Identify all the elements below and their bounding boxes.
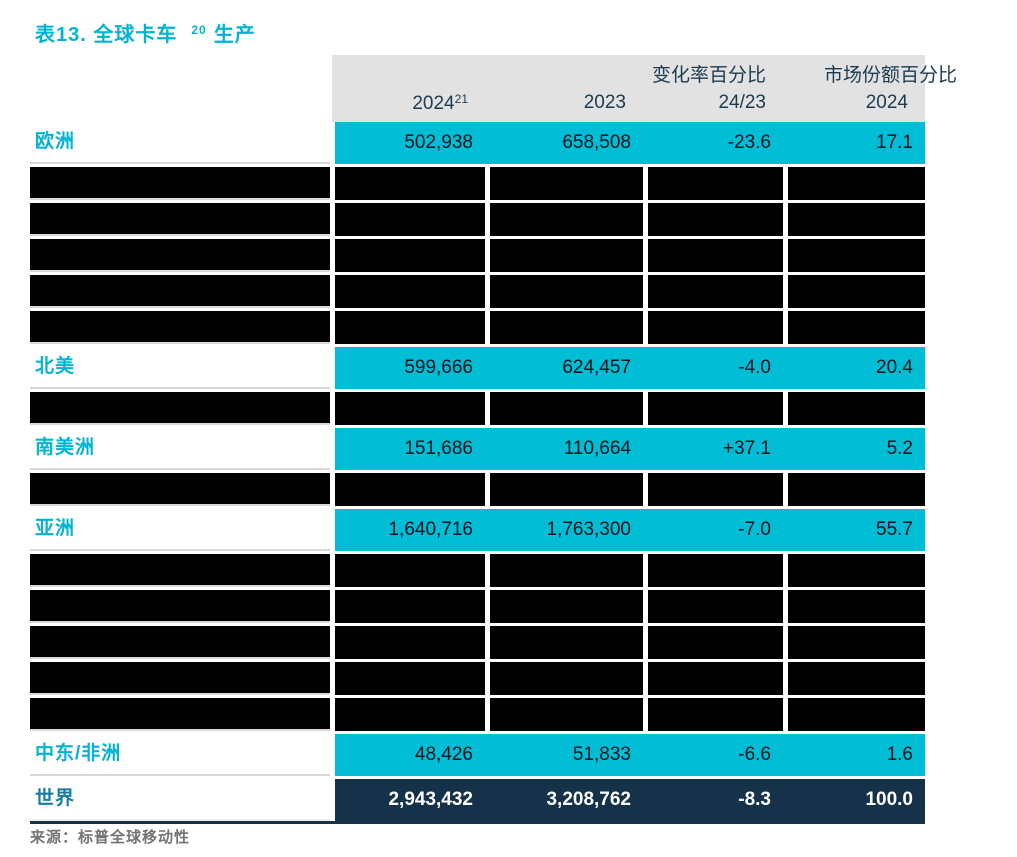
cell-change: -7.0	[738, 519, 771, 540]
region-label: 世界	[30, 779, 330, 821]
cell-share: 17.1	[876, 132, 913, 153]
region-label: 亚洲	[30, 509, 330, 551]
table-row-redacted	[30, 698, 925, 731]
table-row-redacted	[30, 239, 925, 272]
cell-2024: 48,426	[414, 744, 473, 765]
cell-2024: 151,686	[404, 438, 473, 459]
table-title-text: 表13. 全球卡车	[35, 24, 178, 46]
header-row-group-labels: 变化率百分比 市场份额百分比	[30, 60, 958, 87]
table-row-asia: 亚洲 1,640,716 1,763,300 -7.0 55.7	[30, 509, 925, 551]
row-values: 599,666 624,457 -4.0 20.4	[335, 347, 925, 389]
table-row-south-america: 南美洲 151,686 110,664 +37.1 5.2	[30, 428, 925, 470]
table-row-redacted	[30, 311, 925, 344]
table-row-redacted	[30, 167, 925, 200]
cell-2023: 658,508	[562, 132, 631, 153]
header-footnote-marker: 21	[454, 92, 468, 106]
table-row-redacted	[30, 275, 925, 308]
source-note: 来源：标普全球移动性	[30, 829, 191, 846]
cell-change: +37.1	[722, 438, 771, 459]
table-title-suffix: 生产	[213, 24, 256, 46]
header-band	[332, 55, 925, 122]
cell-share: 100.0	[865, 789, 913, 810]
cell-2024: 2,943,432	[388, 789, 473, 810]
table-row-north-america: 北美 599,666 624,457 -4.0 20.4	[30, 347, 925, 389]
table-row-redacted	[30, 392, 925, 425]
cell-share: 5.2	[886, 438, 913, 459]
row-values: 151,686 110,664 +37.1 5.2	[335, 428, 925, 470]
truck-production-table: 欧洲 502,938 658,508 -23.6 17.1 北美 599,666…	[30, 122, 925, 824]
header-change-percent: 变化率百分比	[651, 65, 766, 86]
row-values: 48,426 51,833 -6.6 1.6	[335, 734, 925, 776]
table-row-redacted	[30, 554, 925, 587]
header-col-share-2024: 2024	[865, 92, 908, 113]
row-values: 1,640,716 1,763,300 -7.0 55.7	[335, 509, 925, 551]
cell-share: 55.7	[876, 519, 913, 540]
region-label: 北美	[30, 347, 330, 389]
cell-2023: 51,833	[572, 744, 631, 765]
cell-2024: 502,938	[404, 132, 473, 153]
table-row-europe: 欧洲 502,938 658,508 -23.6 17.1	[30, 122, 925, 164]
title-footnote-marker: 20	[191, 23, 207, 37]
header-col-24-23: 24/23	[718, 92, 766, 113]
region-label: 南美洲	[30, 428, 330, 470]
cell-2023: 3,208,762	[546, 789, 631, 810]
region-label: 欧洲	[30, 122, 330, 164]
cell-2023: 624,457	[562, 357, 631, 378]
table-row-middle-east-africa: 中东/非洲 48,426 51,833 -6.6 1.6	[30, 734, 925, 776]
cell-2023: 110,664	[563, 438, 631, 459]
table-row-redacted	[30, 626, 925, 659]
cell-change: -6.6	[738, 744, 771, 765]
row-values: 2,943,432 3,208,762 -8.3 100.0	[335, 779, 925, 821]
table-row-redacted	[30, 473, 925, 506]
header-col-2024: 202421	[412, 92, 468, 114]
row-values: 502,938 658,508 -23.6 17.1	[335, 122, 925, 164]
cell-2024: 1,640,716	[388, 519, 473, 540]
header-col-2023: 2023	[583, 92, 626, 113]
cell-change: -4.0	[738, 357, 771, 378]
cell-share: 1.6	[886, 744, 913, 765]
cell-2023: 1,763,300	[546, 519, 631, 540]
cell-change: -23.6	[727, 132, 771, 153]
header-row-years: 202421 2023 24/23 2024	[30, 92, 920, 115]
table-row-world-total: 世界 2,943,432 3,208,762 -8.3 100.0	[30, 779, 925, 821]
region-label: 中东/非洲	[30, 734, 330, 776]
table-row-redacted	[30, 590, 925, 623]
header-market-share-percent: 市场份额百分比	[824, 65, 958, 86]
table-row-redacted	[30, 662, 925, 695]
cell-share: 20.4	[876, 357, 913, 378]
cell-2024: 599,666	[404, 357, 473, 378]
table-row-redacted	[30, 203, 925, 236]
cell-change: -8.3	[738, 789, 771, 810]
table-bottom-rule	[30, 821, 925, 824]
table-title: 表13. 全球卡车 20 生产	[35, 18, 256, 47]
